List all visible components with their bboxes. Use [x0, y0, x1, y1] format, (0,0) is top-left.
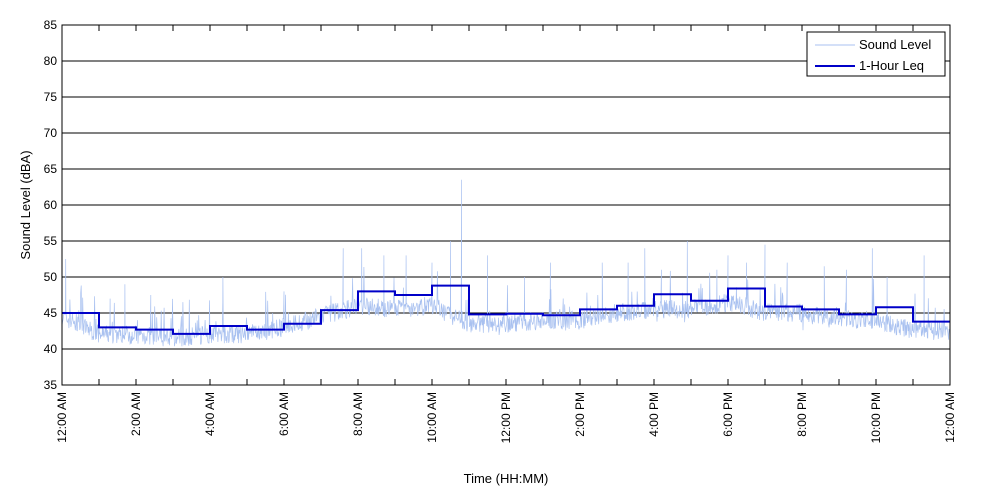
y-tick-label: 80: [44, 54, 58, 68]
legend: Sound Level 1-Hour Leq: [806, 31, 946, 77]
y-tick-label: 60: [44, 198, 58, 212]
y-tick-label: 75: [44, 90, 58, 104]
y-axis-ticks: 35 40 45 50 55 60 65 70 75 80 85: [44, 18, 58, 392]
x-tick-label: 10:00 PM: [869, 392, 883, 443]
x-axis-title: Time (HH:MM): [464, 471, 549, 486]
y-tick-label: 70: [44, 126, 58, 140]
x-axis-ticks: 12:00 AM 2:00 AM 4:00 AM 6:00 AM 8:00 AM 10:0…: [55, 25, 957, 443]
x-tick-label: 4:00 PM: [647, 392, 661, 437]
y-tick-label: 40: [44, 342, 58, 356]
x-tick-label: 8:00 PM: [795, 392, 809, 437]
x-tick-label: 2:00 PM: [573, 392, 587, 437]
x-tick-label: 6:00 PM: [721, 392, 735, 437]
x-tick-label: 4:00 AM: [203, 392, 217, 436]
series-layer: [61, 179, 951, 347]
legend-label-sound-level: Sound Level: [859, 37, 931, 52]
x-tick-label: 6:00 AM: [277, 392, 291, 436]
x-tick-label: 10:00 AM: [425, 392, 439, 443]
y-tick-label: 55: [44, 234, 58, 248]
y-tick-label: 65: [44, 162, 58, 176]
leq-step-line: [62, 284, 950, 335]
x-tick-label: 12:00 PM: [499, 392, 513, 443]
y-tick-label: 45: [44, 306, 58, 320]
y-axis-title: Sound Level (dBA): [18, 150, 33, 259]
legend-box: [806, 31, 946, 77]
x-tick-label: 8:00 AM: [351, 392, 365, 436]
y-tick-label: 35: [44, 378, 58, 392]
y-tick-label: 85: [44, 18, 58, 32]
legend-label-leq: 1-Hour Leq: [859, 58, 924, 73]
x-tick-label: 12:00 AM: [943, 392, 957, 443]
y-tick-label: 50: [44, 270, 58, 284]
x-tick-label: 12:00 AM: [55, 392, 69, 443]
x-tick-label: 2:00 AM: [129, 392, 143, 436]
